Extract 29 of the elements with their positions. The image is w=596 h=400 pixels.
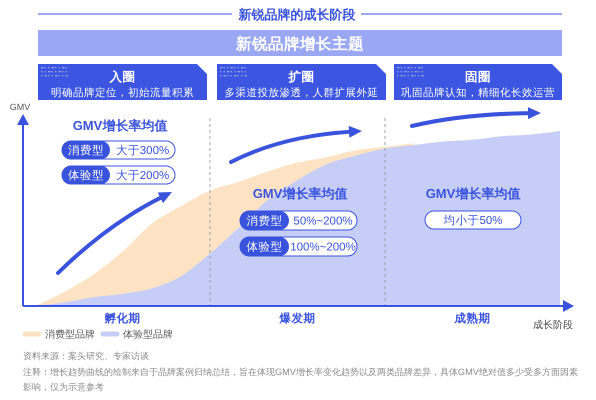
annotation: 消费型	[246, 214, 282, 228]
x-tick-label: 爆发期	[278, 311, 316, 325]
annotation: 消费型	[68, 144, 104, 157]
x-axis-title: 成长阶段	[533, 319, 573, 331]
legend-label: 消费型品牌	[45, 328, 95, 340]
text: 扩圈	[288, 69, 314, 84]
y-axis-title: GMV	[10, 102, 30, 112]
x-tick-label: 成熟期	[454, 311, 490, 325]
text: 多渠道投放渗透，人群扩展外延	[224, 86, 378, 99]
text: 入圈	[108, 69, 136, 84]
annotation: GMV增长率均值	[252, 186, 348, 201]
annotation: 体验型	[246, 240, 282, 254]
annotation: 均小于50%	[442, 214, 503, 227]
annotation: 大于300%	[116, 144, 170, 157]
chart-subtitle: 新锐品牌增长主题	[235, 34, 364, 53]
text: 资料来源：案头研究、专家访谈	[23, 351, 149, 361]
annotation: 100%~200%	[290, 242, 356, 254]
text: 明确品牌定位，初始流量积累	[51, 86, 194, 99]
annotation: GMV增长率均值	[426, 186, 520, 201]
x-tick-label: 孵化期	[104, 311, 140, 325]
text: 巩固品牌认知，精细化长效运营	[401, 86, 555, 99]
annotation: 50%~200%	[293, 216, 353, 228]
annotation: 体验型	[68, 169, 104, 182]
chart-title: 新锐品牌的成长阶段	[238, 7, 356, 22]
text: 注释：增长趋势曲线的绘制来自于品牌案例归纳总结，旨在体现GMV增长率变化趋势以及两类品牌差异，具体GMV绝对值多少受多方面因素影响，仅为示意参考	[23, 367, 578, 392]
text: 固圈	[465, 70, 491, 84]
annotation: 大于200%	[116, 169, 170, 182]
annotation: GMV增长率均值	[72, 118, 168, 133]
legend-label: 体验型品牌	[123, 328, 173, 340]
